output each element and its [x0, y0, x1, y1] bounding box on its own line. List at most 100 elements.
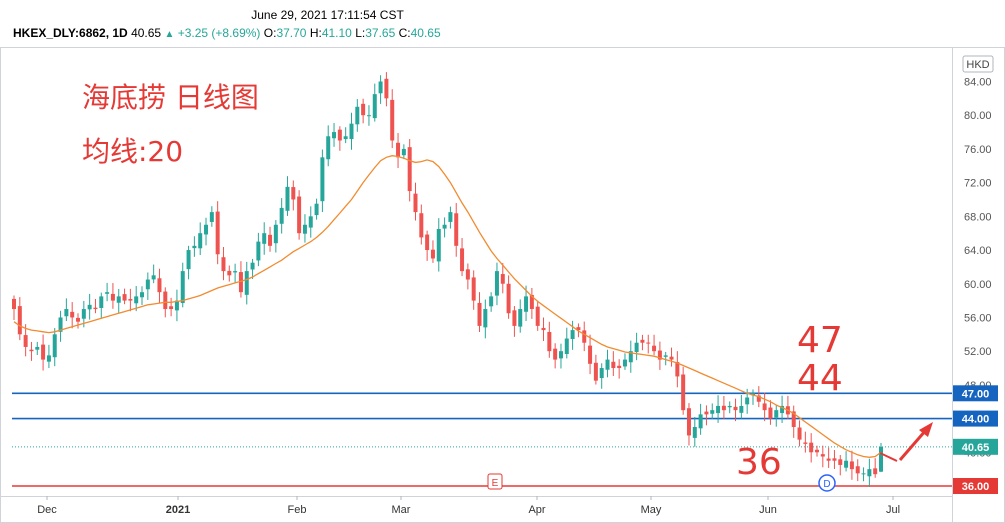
candle-body — [646, 342, 651, 344]
candle-body — [332, 132, 337, 139]
candle-body — [588, 345, 593, 364]
candle-body — [745, 397, 750, 405]
candle-body — [756, 395, 761, 402]
candle-body — [244, 271, 249, 295]
candle-body — [366, 115, 371, 117]
candle-body — [820, 454, 825, 457]
candle-body — [704, 411, 709, 415]
candle-body — [576, 327, 581, 331]
candle-body — [134, 296, 139, 304]
y-tick-label: 60.00 — [964, 279, 992, 291]
candle-body — [320, 157, 325, 202]
candle-body — [855, 466, 860, 474]
price-label-box — [953, 438, 998, 455]
candle-body — [739, 405, 744, 413]
y-tick-label: 84.00 — [964, 77, 992, 89]
candle-body — [308, 216, 313, 228]
annotation-47: 47 — [797, 320, 843, 361]
candle-body — [582, 330, 587, 343]
candle-body — [337, 129, 342, 141]
candle-body — [721, 405, 726, 411]
candle-body — [733, 406, 738, 411]
candle-body — [780, 405, 785, 414]
candle-body — [64, 309, 69, 317]
candle-body — [524, 296, 529, 312]
candle-body — [122, 294, 127, 301]
candle-body — [849, 461, 854, 470]
low-value: 37.65 — [365, 26, 396, 40]
candle-body — [151, 275, 156, 280]
candle-body — [809, 442, 814, 453]
candles — [12, 72, 883, 487]
candle-body — [832, 458, 837, 461]
candle-body — [750, 393, 755, 396]
candle-body — [430, 249, 435, 259]
candle-body — [634, 342, 639, 353]
last-price: 40.65 — [131, 26, 162, 40]
x-tick-label: Apr — [528, 504, 545, 516]
candle-body — [23, 335, 28, 347]
candle-body — [471, 277, 476, 301]
candle-body — [128, 299, 133, 301]
candle-body — [611, 361, 616, 369]
candle-body — [81, 309, 86, 319]
dividend-marker — [818, 474, 836, 492]
high-value: 41.10 — [321, 26, 352, 40]
candle-body — [291, 187, 296, 200]
candle-body — [500, 274, 505, 284]
candle-body — [861, 473, 866, 475]
candle-body — [35, 346, 40, 350]
candle-body — [803, 442, 808, 444]
price-label-box — [953, 478, 998, 494]
candle-body — [698, 414, 703, 429]
candle-body — [209, 212, 214, 222]
high-label: H: — [309, 26, 322, 40]
candle-body — [93, 307, 98, 310]
price-label: 47.00 — [962, 388, 990, 400]
price-axis[interactable]: HKD 84.00 80.00 76.00 72.00 68.00 64.00 60.00 56… — [953, 55, 998, 494]
price-label-box — [953, 385, 998, 402]
time-axis[interactable]: Dec 2021 Feb Mar Apr May Jun Jul — [37, 496, 900, 516]
x-tick-label: Mar — [392, 504, 411, 516]
annotation-title: 海底捞 日线图 — [82, 81, 259, 114]
candle-body — [52, 334, 57, 358]
candle-body — [826, 458, 831, 461]
candle-body — [518, 309, 523, 327]
price-label: 40.65 — [962, 442, 990, 454]
candle-body — [716, 405, 721, 414]
dividend-marker-label: D — [823, 479, 830, 490]
close-label: C: — [398, 26, 411, 40]
candle-body — [372, 94, 377, 119]
candle-body — [425, 234, 430, 251]
low-label: L: — [355, 26, 366, 40]
candle-body — [314, 203, 319, 216]
candle-body — [628, 351, 633, 363]
x-tick-label: Feb — [288, 504, 307, 516]
candle-body — [145, 279, 150, 290]
symbol-info-bar: HKEX_DLY:6862, 1D 40.65 ▲ +3.25 (+8.69%)… — [13, 26, 441, 40]
candle-body — [844, 460, 849, 468]
candle-body — [180, 271, 185, 304]
candle-body — [814, 449, 819, 453]
price-label: 44.00 — [962, 414, 990, 426]
candle-body — [99, 296, 104, 308]
candle-body — [686, 408, 691, 436]
candle-body — [797, 427, 802, 440]
candle-body — [494, 271, 499, 296]
y-tick-label: 80.00 — [964, 110, 992, 122]
candle-body — [87, 304, 92, 310]
candle-body — [727, 405, 732, 408]
candle-body — [663, 355, 668, 357]
symbol-name[interactable]: HKEX_DLY:6862, 1D — [13, 26, 128, 40]
candle-body — [29, 349, 34, 352]
candle-body — [105, 292, 110, 294]
candle-body — [70, 311, 75, 318]
y-tick-label: 76.00 — [964, 144, 992, 156]
candle-body — [198, 233, 203, 249]
x-tick-label: Jun — [759, 504, 777, 516]
candle-body — [413, 193, 418, 213]
annotation-44: 44 — [797, 358, 843, 399]
candle-body — [17, 306, 22, 335]
